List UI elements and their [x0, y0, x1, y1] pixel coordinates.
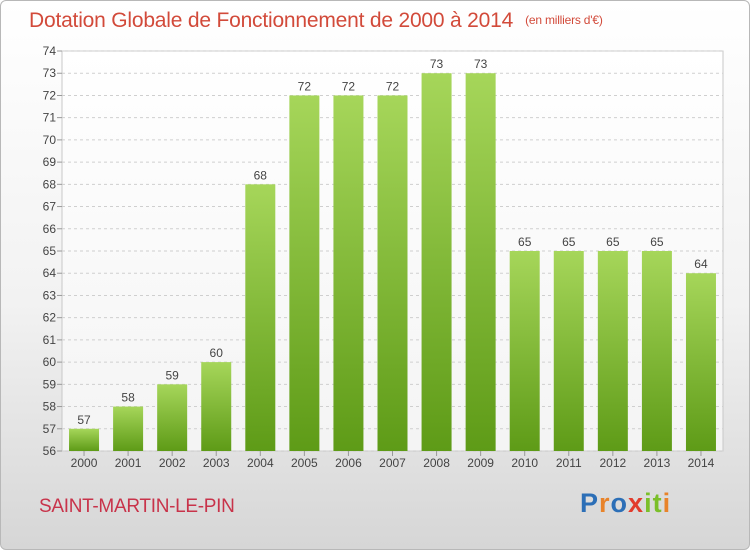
bar-2011[interactable]: [553, 251, 584, 451]
x-tick-label: 2012: [599, 456, 626, 470]
y-axis-ticks: 56 57 58 59 60 61 62 63 64 65 66 67 68 69 70 71 72 73 74: [43, 44, 62, 458]
bar-2002[interactable]: [157, 384, 188, 451]
x-axis-ticks: 2000 2001 2002 2003 2004 2005 2006 2007 2008 2009…: [71, 451, 715, 470]
bar-value-label: 58: [121, 391, 135, 405]
y-tick-label: 56: [43, 444, 57, 458]
bar-value-label: 64: [694, 257, 708, 271]
y-tick-label: 63: [43, 288, 57, 302]
bar-2006[interactable]: [333, 95, 364, 451]
y-tick-label: 67: [43, 200, 57, 214]
bar-value-label: 60: [210, 346, 224, 360]
y-tick-label: 64: [43, 266, 57, 280]
x-tick-label: 2000: [71, 456, 98, 470]
y-tick-label: 65: [43, 244, 57, 258]
bar-2004[interactable]: [245, 184, 276, 452]
y-tick-label: 60: [43, 355, 57, 369]
bar-value-label: 65: [562, 235, 576, 249]
bar-value-label: 72: [386, 79, 400, 93]
bar-value-label: 59: [165, 368, 179, 382]
logo-letter: x: [628, 488, 645, 518]
chart-title: Dotation Globale de Fonctionnement de 20…: [29, 9, 603, 33]
logo-letter: r: [599, 488, 611, 518]
x-tick-label: 2014: [688, 456, 715, 470]
bar-2008[interactable]: [421, 73, 452, 451]
logo-letter: P: [580, 488, 600, 518]
bar-2014[interactable]: [685, 273, 716, 451]
bar-2010[interactable]: [509, 251, 540, 451]
bar-2012[interactable]: [597, 251, 628, 451]
bar-2007[interactable]: [377, 95, 408, 451]
x-tick-label: 2009: [467, 456, 494, 470]
bar-value-label: 65: [650, 235, 664, 249]
bar-2001[interactable]: [113, 406, 144, 451]
logo-letter: i: [662, 488, 672, 518]
x-tick-label: 2010: [511, 456, 538, 470]
x-tick-label: 2006: [335, 456, 362, 470]
bar-2003[interactable]: [201, 362, 232, 451]
bars: [69, 73, 716, 452]
bar-2000[interactable]: [69, 428, 100, 451]
y-tick-label: 66: [43, 222, 57, 236]
bar-value-label: 57: [77, 413, 91, 427]
y-tick-label: 61: [43, 333, 57, 347]
bar-value-label: 72: [342, 79, 356, 93]
logo-letter: i: [644, 488, 653, 518]
bar-value-label: 73: [430, 57, 444, 71]
bar-value-label: 65: [518, 235, 532, 249]
chart-unit-label: (en milliers d'€): [525, 13, 603, 27]
bar-2013[interactable]: [641, 251, 672, 451]
y-tick-label: 73: [43, 66, 57, 80]
logo-letter: o: [610, 488, 629, 518]
x-tick-label: 2004: [247, 456, 274, 470]
y-tick-label: 57: [43, 422, 57, 436]
y-tick-label: 69: [43, 155, 57, 169]
bar-value-label: 72: [298, 79, 312, 93]
y-tick-label: 68: [43, 177, 57, 191]
bar-value-label: 73: [474, 57, 488, 71]
y-tick-label: 74: [43, 44, 57, 58]
x-tick-label: 2011: [556, 456, 582, 470]
y-tick-label: 58: [43, 400, 57, 414]
bar-2009[interactable]: [465, 73, 496, 451]
x-tick-label: 2005: [291, 456, 318, 470]
x-tick-label: 2001: [115, 456, 142, 470]
logo-letter: t: [652, 488, 663, 518]
x-tick-label: 2002: [159, 456, 186, 470]
data-labels: 57 58 59 60 68 72 72 72 73 73 65 65 65 65 64: [77, 57, 708, 427]
x-tick-label: 2008: [423, 456, 450, 470]
chart-title-text: Dotation Globale de Fonctionnement de 20…: [29, 9, 514, 32]
x-tick-label: 2003: [203, 456, 230, 470]
y-tick-label: 72: [43, 88, 57, 102]
y-tick-label: 59: [43, 377, 57, 391]
bar-2005[interactable]: [289, 95, 320, 451]
x-tick-label: 2007: [379, 456, 406, 470]
x-tick-label: 2013: [644, 456, 671, 470]
bar-value-label: 65: [606, 235, 620, 249]
y-tick-label: 62: [43, 311, 57, 325]
y-tick-label: 70: [43, 133, 57, 147]
commune-name: SAINT-MARTIN-LE-PIN: [39, 496, 235, 517]
y-tick-label: 71: [43, 111, 57, 125]
bar-value-label: 68: [254, 168, 268, 182]
